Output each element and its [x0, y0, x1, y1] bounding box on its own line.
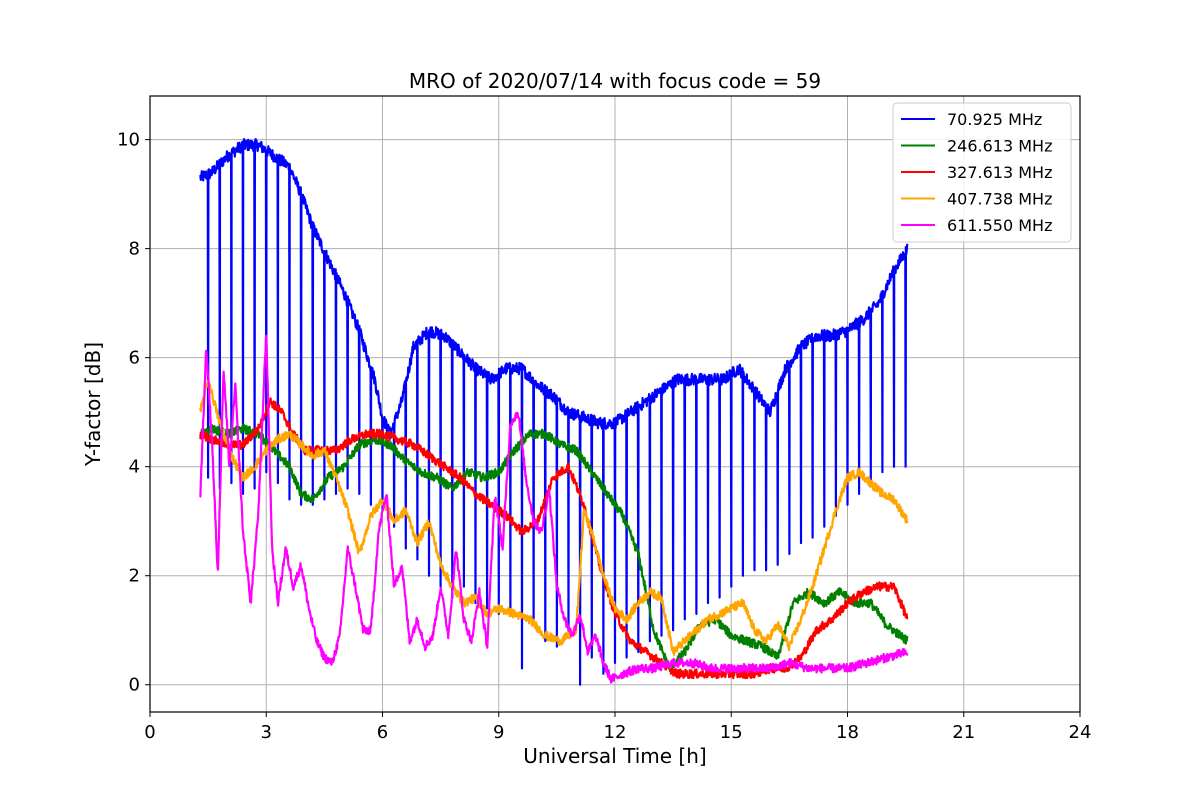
- x-tick-label: 9: [493, 722, 504, 743]
- legend-label: 407.738 MHz: [947, 190, 1052, 209]
- x-tick-label: 6: [377, 722, 388, 743]
- legend-label: 246.613 MHz: [947, 137, 1052, 156]
- y-tick-label: 10: [117, 130, 140, 151]
- y-tick-label: 6: [129, 348, 140, 369]
- series-line-4: [199, 334, 909, 684]
- y-tick-label: 8: [129, 239, 140, 260]
- x-tick-label: 12: [604, 722, 627, 743]
- series-line-0: [199, 138, 909, 686]
- series-line-1: [199, 423, 909, 673]
- y-axis-label: Y-factor [dB]: [81, 342, 105, 467]
- x-tick-label: 21: [952, 722, 975, 743]
- x-tick-label: 3: [261, 722, 272, 743]
- x-tick-label: 24: [1069, 722, 1092, 743]
- chart-title: MRO of 2020/07/14 with focus code = 59: [409, 69, 821, 93]
- x-axis-ticks: 0 3 6 9 12 15 18 21 24: [144, 712, 1091, 743]
- x-tick-label: 15: [720, 722, 743, 743]
- x-tick-label: 18: [836, 722, 859, 743]
- legend: 70.925 MHz 246.613 MHz 327.613 MHz 407.738 …: [892, 102, 1072, 243]
- legend-box: [892, 102, 1072, 243]
- y-tick-label: 0: [129, 675, 140, 696]
- series-layer: [199, 138, 909, 686]
- x-tick-label: 0: [144, 722, 155, 743]
- y-tick-label: 4: [129, 457, 140, 478]
- y-axis-ticks: 0 2 4 6 8 10: [117, 130, 150, 696]
- series-line-3: [199, 378, 909, 656]
- legend-label: 611.550 MHz: [947, 216, 1052, 235]
- legend-label: 70.925 MHz: [947, 110, 1042, 129]
- legend-label: 327.613 MHz: [947, 163, 1052, 182]
- x-axis-label: Universal Time [h]: [523, 744, 706, 768]
- y-tick-label: 2: [129, 566, 140, 587]
